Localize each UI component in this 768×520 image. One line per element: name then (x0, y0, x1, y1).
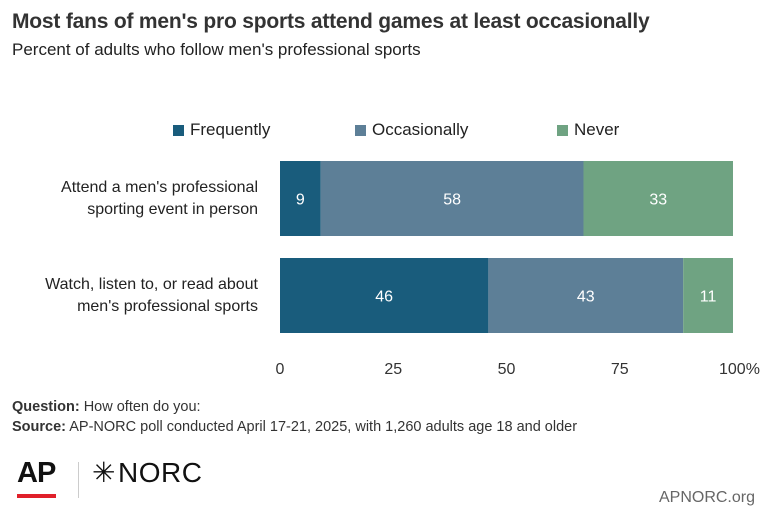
source-label: Source: (12, 419, 66, 435)
legend-item-occasionally: Occasionally (355, 120, 468, 140)
bar-label-never-0: 33 (649, 192, 667, 209)
category-label-attend-line2: sporting event in person (87, 201, 258, 218)
category-label-watch-line1: Watch, listen to, or read about (45, 276, 258, 293)
legend-swatch-occasionally (355, 124, 366, 136)
legend: Frequently Occasionally Never (0, 120, 768, 142)
x-tick-label-1: 25 (384, 361, 402, 378)
norc-logo: ✳ NORC (92, 456, 202, 489)
bar-label-frequently-0: 9 (296, 192, 305, 209)
category-label-watch: Watch, listen to, or read about men's pr… (0, 274, 258, 318)
legend-swatch-frequently (173, 124, 184, 136)
question-note: Question: How often do you: (12, 397, 577, 417)
norc-logo-text: NORC (117, 456, 203, 488)
bar-label-occasionally-1: 43 (577, 289, 595, 306)
bar-occasionally-0 (320, 161, 584, 236)
bar-frequently-1 (280, 258, 489, 333)
legend-label-never: Never (574, 120, 620, 139)
x-tick-label-4: 100% (719, 361, 760, 378)
chart-subtitle: Percent of adults who follow men's profe… (12, 40, 421, 59)
legend-label-frequently: Frequently (190, 120, 271, 139)
site-url: APNORC.org (658, 489, 755, 506)
star-icon: ✳ (92, 457, 116, 488)
chart-title: Most fans of men's pro sports attend gam… (12, 10, 650, 33)
bar-label-frequently-1: 46 (375, 289, 393, 306)
footnotes: Question: How often do you: Source: AP-N… (12, 397, 577, 437)
ap-logo-underline (17, 494, 56, 498)
bar-label-never-1: 11 (700, 289, 717, 306)
ap-logo-text: AP (17, 457, 56, 489)
logo-divider (78, 462, 79, 498)
category-label-watch-line2: men's professional sports (77, 298, 258, 315)
category-label-attend-line1: Attend a men's professional (61, 179, 258, 196)
bar-never-0 (583, 161, 733, 236)
x-tick-label-2: 50 (498, 361, 516, 378)
question-text: How often do you: (83, 399, 201, 415)
bar-never-1 (683, 258, 733, 333)
source-note: Source: AP-NORC poll conducted April 17-… (12, 417, 577, 437)
legend-label-occasionally: Occasionally (372, 120, 469, 139)
bar-occasionally-1 (488, 258, 684, 333)
bar-label-occasionally-0: 58 (443, 192, 461, 209)
legend-swatch-never (557, 124, 568, 136)
legend-item-frequently: Frequently (173, 120, 270, 140)
x-tick-label-3: 75 (611, 361, 629, 378)
source-text: AP-NORC poll conducted April 17-21, 2025… (69, 419, 578, 435)
question-label: Question: (12, 399, 80, 415)
legend-item-never: Never (557, 120, 619, 140)
x-tick-label-0: 0 (276, 361, 285, 378)
category-label-attend: Attend a men's professional sporting eve… (0, 177, 258, 221)
bar-frequently-0 (280, 161, 321, 236)
ap-logo: AP (17, 458, 56, 498)
